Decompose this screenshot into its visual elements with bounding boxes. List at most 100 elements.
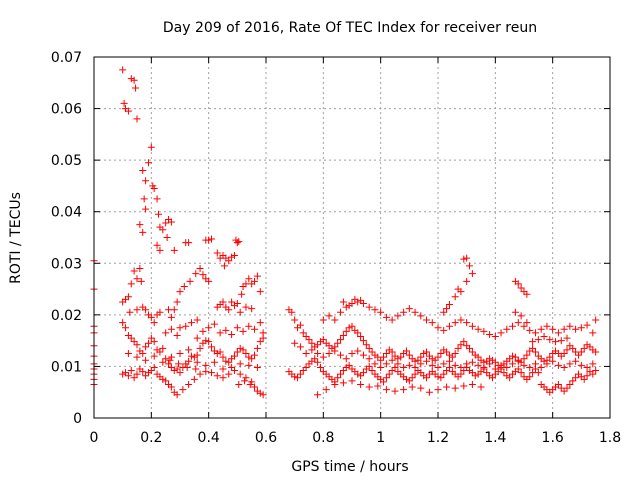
data-point [359, 369, 367, 377]
data-point [216, 329, 224, 337]
data-point [577, 324, 585, 332]
data-point [291, 316, 299, 324]
data-point [230, 352, 238, 360]
y-tick-label: 0.06 [51, 102, 82, 118]
data-point [414, 356, 422, 364]
data-point [589, 329, 597, 337]
y-tick-label: 0.04 [51, 205, 82, 221]
data-point [509, 352, 517, 360]
data-point [491, 358, 499, 366]
data-point [443, 367, 451, 375]
data-point [357, 333, 365, 341]
x-tick-label: 1 [376, 430, 385, 446]
data-point [365, 303, 373, 311]
data-point [339, 331, 347, 339]
data-point [477, 383, 485, 391]
x-tick-label: 0 [90, 430, 99, 446]
data-point [557, 337, 565, 345]
data-point [488, 374, 496, 382]
data-point [162, 219, 170, 227]
data-point [348, 377, 356, 385]
data-point [296, 370, 304, 378]
data-point [529, 338, 537, 346]
data-point [569, 344, 577, 352]
data-point [523, 351, 531, 359]
scatter-points [90, 66, 600, 399]
data-point [560, 363, 568, 371]
data-point [382, 386, 390, 394]
data-point [434, 353, 442, 361]
data-point [314, 341, 322, 349]
data-point [176, 288, 184, 296]
data-point [345, 361, 353, 369]
data-point [417, 369, 425, 377]
data-point [362, 341, 370, 349]
data-point [122, 369, 130, 377]
data-point [440, 308, 448, 316]
data-point [566, 380, 574, 388]
data-point [156, 348, 164, 356]
y-tick-label: 0 [73, 411, 82, 427]
data-point [457, 288, 465, 296]
data-point [572, 374, 580, 382]
data-point [514, 357, 522, 365]
data-point [411, 363, 419, 371]
data-point [592, 348, 600, 356]
data-point [147, 367, 155, 375]
data-point [162, 329, 170, 337]
x-tick-label: 1.8 [599, 430, 621, 446]
data-point [242, 303, 250, 311]
data-point [359, 300, 367, 308]
data-point [205, 277, 213, 285]
x-tick-label: 0.8 [312, 430, 334, 446]
data-point [371, 360, 379, 368]
data-point [537, 325, 545, 333]
data-point [150, 185, 158, 193]
data-point [319, 353, 327, 361]
x-tick-label: 1.6 [542, 430, 564, 446]
data-point [408, 374, 416, 382]
data-point [451, 319, 459, 327]
data-point [566, 322, 574, 330]
data-point [142, 356, 150, 364]
data-point [170, 367, 178, 375]
data-point [205, 338, 213, 346]
data-point [560, 325, 568, 333]
data-point [514, 319, 522, 327]
data-point [357, 296, 365, 304]
data-point [222, 326, 230, 334]
data-point [302, 333, 310, 341]
data-point [193, 358, 201, 366]
data-point [445, 357, 453, 365]
data-point [368, 367, 376, 375]
data-point [394, 360, 402, 368]
data-point [248, 305, 256, 313]
data-point [208, 369, 216, 377]
data-point [213, 249, 221, 257]
data-point [425, 388, 433, 396]
data-point [122, 324, 130, 332]
data-point [408, 383, 416, 391]
data-point [159, 226, 167, 234]
data-point [331, 347, 339, 355]
data-point [202, 361, 210, 369]
data-point [311, 355, 319, 363]
data-point [167, 363, 175, 371]
data-point [569, 377, 577, 385]
data-point [130, 374, 138, 382]
data-point [305, 336, 313, 344]
y-tick-label: 0.05 [51, 153, 82, 169]
data-point [423, 374, 431, 382]
y-tick-label: 0.01 [51, 359, 82, 375]
data-point [554, 361, 562, 369]
data-point [348, 322, 356, 330]
data-point [382, 350, 390, 358]
data-point [457, 370, 465, 378]
data-point [428, 355, 436, 363]
data-point [137, 277, 145, 285]
data-point [509, 322, 517, 330]
data-point [342, 303, 350, 311]
data-point [371, 306, 379, 314]
data-point [308, 346, 316, 354]
data-point [451, 384, 459, 392]
